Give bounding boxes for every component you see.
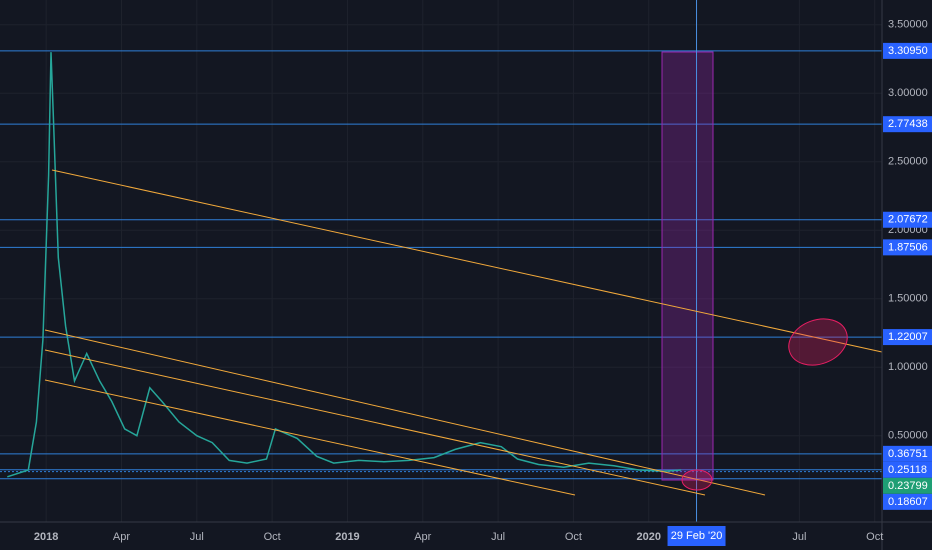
price-line bbox=[7, 52, 682, 478]
level-label: 0.25118 bbox=[888, 464, 927, 476]
level-label-bg bbox=[883, 477, 932, 494]
level-label-bg bbox=[883, 42, 932, 59]
level-label: 3.30950 bbox=[888, 45, 928, 57]
level-label: 2.07672 bbox=[888, 214, 928, 226]
x-tick-label: Jul bbox=[491, 531, 505, 543]
x-tick-label: Jul bbox=[792, 531, 806, 543]
level-label: 1.87506 bbox=[888, 241, 928, 253]
x-tick-label: Oct bbox=[565, 531, 582, 543]
level-label-bg bbox=[883, 211, 932, 228]
x-tick-label: Oct bbox=[866, 531, 883, 543]
highlight-ellipse bbox=[788, 318, 848, 366]
y-tick-label: 1.50000 bbox=[888, 293, 928, 305]
level-label: 0.36751 bbox=[888, 448, 928, 460]
trend-line bbox=[51, 169, 883, 353]
x-tick-label: Apr bbox=[113, 531, 130, 543]
x-tick-label: Oct bbox=[264, 531, 281, 543]
level-label: 0.23799 bbox=[888, 480, 928, 492]
level-label: 0.18607 bbox=[888, 496, 928, 508]
y-tick-label: 1.00000 bbox=[888, 361, 928, 373]
level-label: 1.22007 bbox=[888, 331, 928, 343]
trend-line bbox=[44, 329, 766, 496]
highlight-ellipse bbox=[681, 469, 713, 491]
level-label: 2.77438 bbox=[888, 118, 928, 130]
crosshair-label: 29 Feb '20 bbox=[671, 530, 723, 542]
level-label-bg bbox=[883, 329, 932, 346]
x-tick-label: 2018 bbox=[34, 531, 58, 543]
y-tick-label: 3.00000 bbox=[888, 87, 928, 99]
y-tick-label: 2.50000 bbox=[888, 156, 928, 168]
level-label-bg bbox=[883, 239, 932, 256]
level-label-bg bbox=[883, 445, 932, 462]
x-tick-label: Jul bbox=[190, 531, 204, 543]
highlight-box bbox=[661, 51, 714, 481]
plot bbox=[7, 0, 698, 522]
grid bbox=[0, 0, 882, 522]
crosshair-label-bg bbox=[667, 526, 726, 546]
level-label-bg bbox=[883, 461, 932, 478]
y-tick-label: 0.50000 bbox=[888, 430, 928, 442]
x-tick-label: 2019 bbox=[335, 531, 359, 543]
x-tick-label: 2020 bbox=[637, 531, 661, 543]
axes: 0.500001.000001.500002.000002.500003.000… bbox=[34, 19, 932, 546]
trend-line bbox=[44, 379, 576, 496]
levels bbox=[0, 50, 882, 480]
level-label-bg bbox=[883, 116, 932, 133]
trend-lines bbox=[44, 169, 883, 496]
level-label-bg bbox=[883, 493, 932, 510]
y-tick-label: 3.50000 bbox=[888, 19, 928, 31]
x-tick-label: Apr bbox=[414, 531, 431, 543]
trend-line bbox=[44, 349, 706, 496]
